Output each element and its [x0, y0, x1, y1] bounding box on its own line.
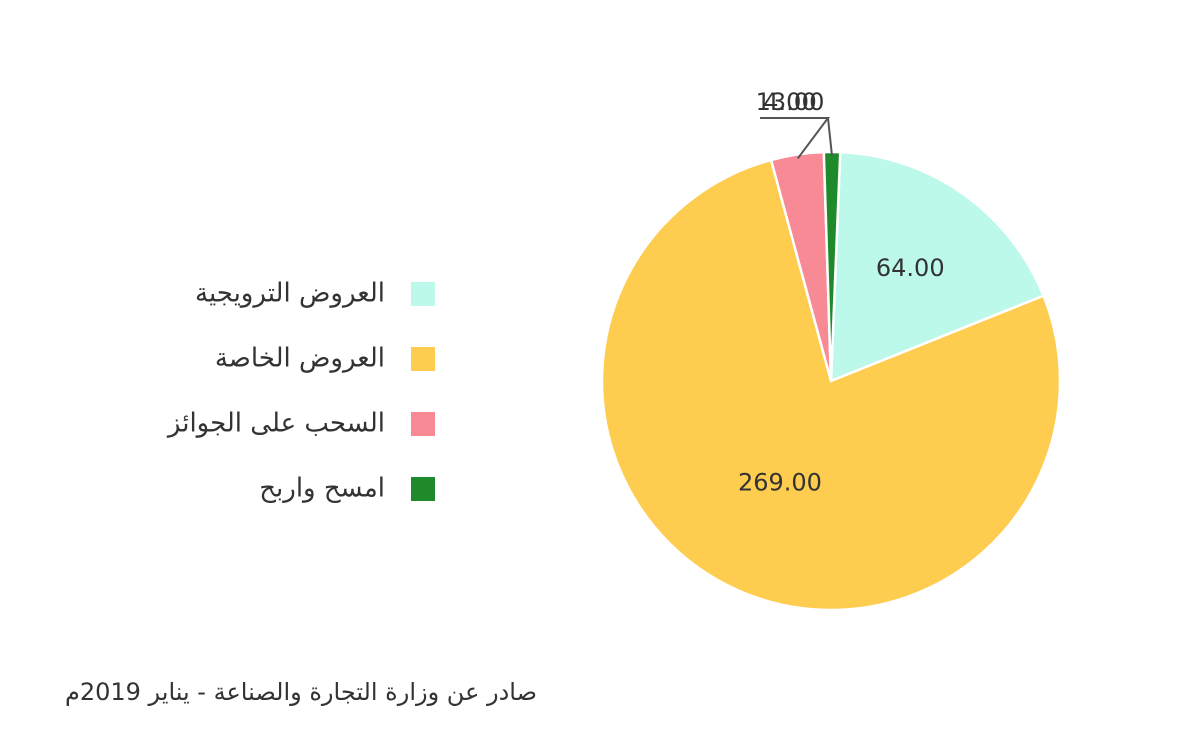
pie-slice	[600, 158, 1062, 612]
legend-label: العروض الترويجية	[195, 279, 385, 309]
legend-label: السحب على الجوائز	[166, 409, 385, 439]
value-label: 13.00	[756, 88, 825, 116]
source-note: صادر عن وزارة التجارة والصناعة - يناير 2…	[65, 678, 537, 706]
legend-swatch	[411, 412, 435, 436]
legend-swatch	[411, 347, 435, 371]
leader-line	[760, 117, 834, 157]
pie-slice	[829, 150, 1046, 383]
value-label: 4.00	[763, 88, 816, 116]
legend-swatch	[411, 477, 435, 501]
legend-label: امسح واربح	[259, 474, 385, 504]
value-label: 269.00	[738, 468, 822, 496]
legend-swatch	[411, 282, 435, 306]
value-label: 64.00	[876, 254, 945, 282]
legend-label: العروض الخاصة	[215, 344, 385, 374]
